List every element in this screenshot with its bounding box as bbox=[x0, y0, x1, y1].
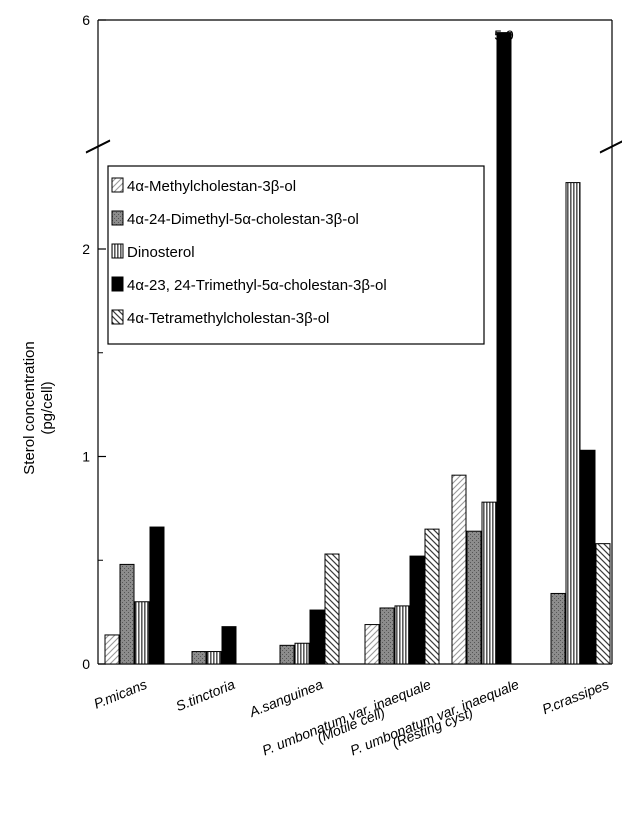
annotation-5-9: 5.9 bbox=[494, 27, 514, 43]
bar bbox=[364, 624, 380, 665]
bar bbox=[119, 563, 135, 665]
y-axis-label-unit: (pg/cell) bbox=[39, 381, 56, 434]
y-tick-label-upper: 6 bbox=[82, 12, 90, 28]
bar bbox=[294, 642, 310, 665]
bar bbox=[206, 651, 222, 665]
y-tick-label: 2 bbox=[82, 241, 90, 257]
break-mark-left-upper bbox=[85, 139, 111, 153]
legend-label: 4α-Methylcholestan-3β-ol bbox=[127, 178, 296, 195]
bar bbox=[149, 526, 165, 665]
bar bbox=[134, 601, 150, 665]
legend-swatch bbox=[111, 177, 124, 193]
bar bbox=[466, 530, 482, 665]
legend-swatch bbox=[111, 276, 124, 292]
bar bbox=[409, 555, 425, 665]
axis-ticks: 0 1 2 6 bbox=[82, 12, 106, 672]
bar bbox=[221, 626, 237, 665]
bar bbox=[481, 501, 497, 665]
legend-swatch bbox=[111, 309, 124, 325]
legend-label: 4α-23, 24-Trimethyl-5α-cholestan-3β-ol bbox=[127, 277, 387, 294]
y-tick-label: 1 bbox=[82, 449, 90, 465]
category-label: P.crassipes bbox=[540, 676, 611, 717]
bar bbox=[394, 605, 410, 665]
break-mark-right-upper bbox=[599, 140, 622, 153]
legend-label: 4α-Tetramethylcholestan-3β-ol bbox=[127, 310, 329, 327]
bar bbox=[191, 651, 207, 665]
bar bbox=[379, 607, 395, 665]
bar bbox=[565, 182, 581, 665]
y-tick-label: 0 bbox=[82, 656, 90, 672]
bar bbox=[279, 644, 295, 665]
bar bbox=[451, 474, 467, 665]
legend: 4α-Methylcholestan-3β-ol 4α-24-Dimethyl-5… bbox=[107, 165, 485, 345]
bar bbox=[580, 449, 596, 665]
bars-group bbox=[104, 32, 611, 665]
y-axis-label-line1: Sterol concentration bbox=[21, 341, 38, 474]
bar bbox=[496, 146, 512, 665]
legend-label: Dinosterol bbox=[127, 244, 195, 261]
bar-upper bbox=[496, 32, 512, 147]
y-axis-label: Sterol concentration bbox=[21, 341, 38, 474]
break-mark-right-lower bbox=[599, 141, 622, 154]
plot-frame bbox=[85, 19, 622, 665]
category-label: P.micans bbox=[91, 676, 149, 712]
bar bbox=[424, 528, 440, 665]
bar bbox=[104, 634, 120, 665]
legend-swatch bbox=[111, 210, 124, 226]
bar bbox=[309, 609, 325, 665]
bar bbox=[595, 543, 611, 665]
legend-swatch bbox=[111, 243, 124, 259]
category-label: A.sanguinea bbox=[246, 676, 325, 720]
category-label: S.tinctoria bbox=[173, 676, 237, 714]
break-mark-left-lower bbox=[85, 140, 111, 154]
bar bbox=[550, 592, 566, 665]
legend-box bbox=[107, 165, 485, 345]
bar bbox=[324, 553, 340, 665]
legend-label: 4α-24-Dimethyl-5α-cholestan-3β-ol bbox=[127, 211, 359, 228]
